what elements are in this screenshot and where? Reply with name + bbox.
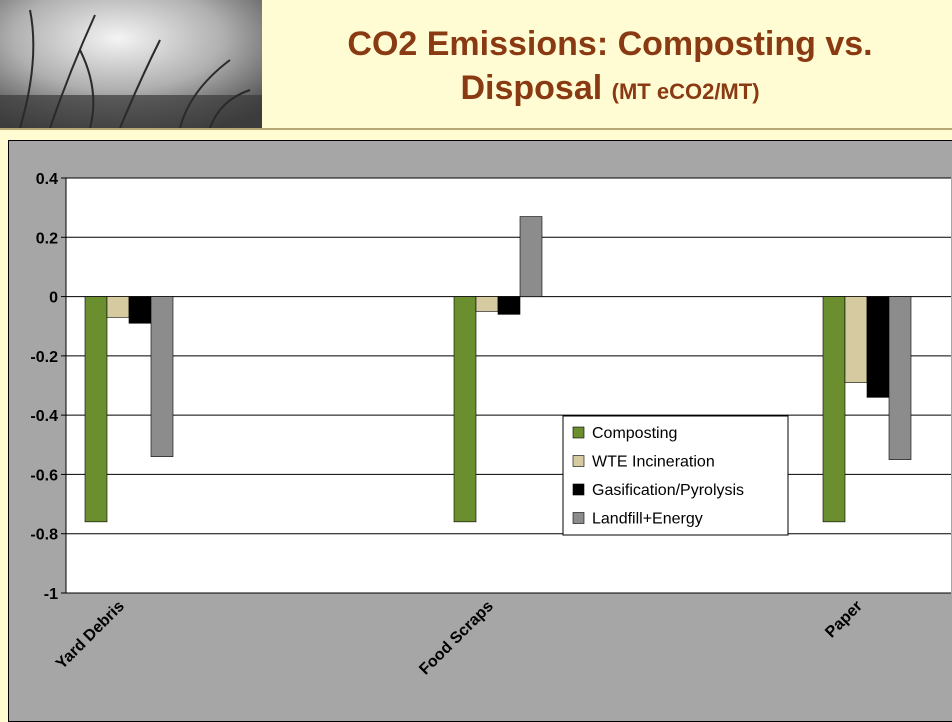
legend-swatch bbox=[572, 512, 585, 524]
y-tick-label: -0.6 bbox=[30, 467, 58, 484]
y-tick-label: 0.2 bbox=[36, 230, 58, 247]
bar bbox=[150, 296, 174, 457]
legend-swatch bbox=[572, 483, 585, 496]
y-tick-label: -0.8 bbox=[30, 527, 58, 544]
bar bbox=[106, 296, 130, 318]
header-photo bbox=[0, 0, 262, 128]
bar bbox=[475, 296, 499, 312]
y-tick-label: -0.4 bbox=[30, 408, 58, 425]
bar bbox=[453, 296, 477, 523]
chart-subtitle: (MT eCO2/MT) bbox=[611, 79, 760, 104]
legend-swatch bbox=[572, 426, 585, 439]
plot-area bbox=[66, 178, 951, 593]
bar bbox=[497, 296, 521, 315]
legend-swatch bbox=[572, 455, 585, 467]
legend bbox=[562, 415, 789, 536]
legend-label: WTE Incineration bbox=[592, 454, 715, 471]
legend-label: Composting bbox=[592, 425, 677, 442]
bar bbox=[866, 296, 890, 398]
legend-label: Landfill+Energy bbox=[592, 511, 703, 528]
chart-title: CO2 Emissions: Composting vs. Disposal bbox=[347, 25, 873, 107]
y-tick-label: -1 bbox=[44, 586, 58, 603]
bar bbox=[888, 296, 912, 460]
bar bbox=[84, 296, 108, 523]
bar bbox=[128, 296, 152, 324]
y-tick-label: 0 bbox=[49, 290, 58, 307]
title-block: CO2 Emissions: Composting vs. Disposal (… bbox=[285, 22, 935, 114]
bar bbox=[844, 296, 868, 383]
y-tick-label: -0.2 bbox=[30, 349, 58, 366]
header: CO2 Emissions: Composting vs. Disposal (… bbox=[0, 0, 952, 130]
bar bbox=[822, 296, 846, 523]
legend-label: Gasification/Pyrolysis bbox=[592, 482, 744, 499]
bar bbox=[519, 216, 543, 297]
y-tick-label: 0.4 bbox=[36, 171, 58, 188]
